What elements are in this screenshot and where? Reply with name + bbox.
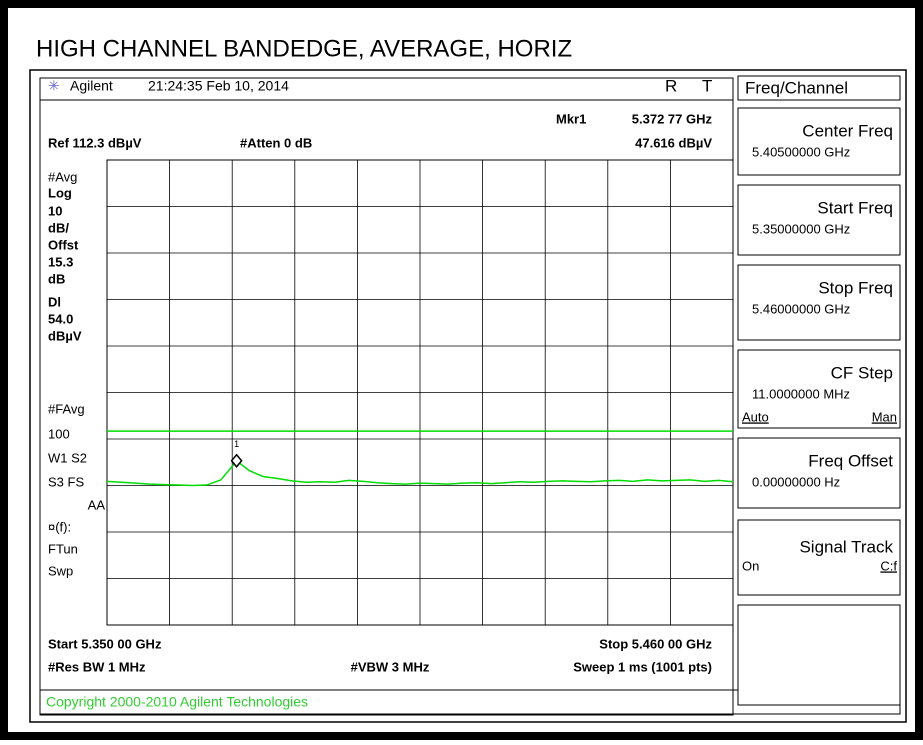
softkey-option: Auto (742, 409, 769, 424)
ref-level: Ref 112.3 dBµV (48, 135, 142, 150)
softkey-label: Center Freq (802, 121, 893, 140)
marker-number: 1 (234, 439, 239, 449)
sweep: Sweep 1 ms (1001 pts) (573, 659, 712, 674)
menu-title-box (737, 75, 901, 101)
annotation: Offst (48, 237, 79, 252)
annotation: dB/ (48, 220, 69, 235)
trace (106, 459, 734, 487)
annotation: Log (48, 185, 72, 200)
softkey-label: Signal Track (799, 537, 893, 556)
marker (230, 453, 243, 468)
marker-amp: 47.616 dBµV (635, 135, 712, 150)
softkey-value: 0.00000000 Hz (752, 474, 840, 489)
marker-label: Mkr1 (556, 111, 586, 126)
atten: #Atten 0 dB (240, 135, 312, 150)
softkey[interactable] (737, 264, 901, 341)
softkey[interactable] (737, 349, 901, 429)
annotation: 100 (48, 426, 70, 441)
softkey-label: Stop Freq (818, 278, 893, 297)
annotation: #FAvg (48, 401, 85, 416)
annotation: #Avg (48, 169, 77, 184)
menu-title: Freq/Channel (745, 78, 848, 97)
softkey[interactable] (737, 184, 901, 256)
softkey-value: 5.40500000 GHz (752, 144, 850, 159)
annotation: Dl (48, 294, 61, 309)
softkey[interactable] (737, 437, 901, 509)
softkey-label: Freq Offset (808, 451, 893, 470)
icon: ✳ (48, 78, 60, 94)
softkey-value: 5.35000000 GHz (752, 221, 850, 236)
inner-frame (29, 69, 907, 723)
annotation: 15.3 (48, 254, 73, 269)
copyright: Copyright 2000-2010 Agilent Technologies (46, 694, 308, 710)
softkey-option: On (742, 558, 759, 573)
stop-freq: Stop 5.460 00 GHz (599, 636, 712, 651)
rbw: #Res BW 1 MHz (48, 659, 146, 674)
softkey-value: 5.46000000 GHz (752, 301, 850, 316)
timestamp: 21:24:35 Feb 10, 2014 (148, 78, 289, 94)
annotation: dB (48, 271, 65, 286)
annotation: 54.0 (48, 311, 73, 326)
vbw: #VBW 3 MHz (351, 659, 430, 674)
softkey-value: 11.0000000 MHz (752, 386, 850, 401)
softkey[interactable] (737, 107, 901, 176)
start-freq: Start 5.350 00 GHz (48, 636, 162, 651)
annotation: FTun (48, 541, 78, 556)
brand: Agilent (70, 78, 113, 94)
softkey[interactable] (737, 604, 901, 706)
title: HIGH CHANNEL BANDEDGE, AVERAGE, HORIZ (36, 35, 572, 62)
annotation: ¤(f): (48, 519, 71, 534)
t-flag: T (702, 76, 712, 95)
softkey-label: CF Step (831, 363, 893, 382)
softkey-option: Man (872, 409, 897, 424)
annotation: Swp (48, 563, 73, 578)
marker-freq: 5.372 77 GHz (632, 111, 713, 126)
softkey-label: Start Freq (817, 198, 893, 217)
r-flag: R (665, 76, 677, 95)
softkey[interactable] (737, 519, 901, 596)
annotation: 10 (48, 203, 62, 218)
annotation: dBµV (48, 328, 82, 343)
annotation: W1 S2 (48, 450, 87, 465)
annotation: S3 FS (48, 474, 84, 489)
softkey-option: C:f (880, 558, 897, 573)
annotation: AA (88, 497, 106, 512)
